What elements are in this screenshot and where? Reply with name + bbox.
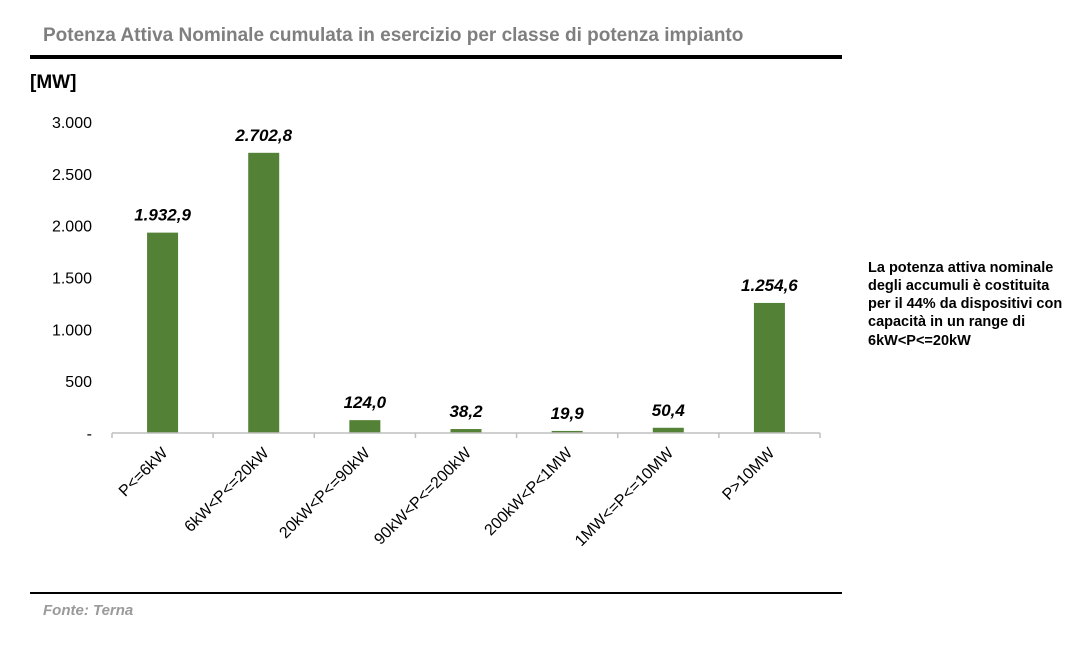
y-tick-label: 2.500 (52, 167, 92, 184)
x-axis-tick-marks (111, 433, 821, 438)
source-label: Fonte: Terna (43, 602, 134, 619)
side-note: La potenza attiva nominale degli accumul… (868, 260, 1063, 349)
y-tick-label: 1.500 (52, 271, 92, 288)
data-labels: 1.932,9 2.702,8 124,0 38,2 19,9 50,4 1.254,6 (134, 126, 798, 423)
y-axis-ticks: - 500 1.000 1.500 2.000 2.500 3.000 (52, 115, 92, 443)
bar (349, 420, 381, 433)
x-category-label: 20kW<P<=90kW (276, 444, 374, 542)
data-label: 38,2 (449, 402, 483, 421)
data-label: 50,4 (652, 401, 686, 420)
bars (147, 152, 785, 433)
bar (753, 302, 785, 433)
data-label: 1.254,6 (741, 276, 798, 295)
y-tick-label: 2.000 (52, 219, 92, 236)
bar (248, 152, 280, 433)
bar (147, 232, 179, 433)
bar-chart: - 500 1.000 1.500 2.000 2.500 3.000 1.932,9 2.7… (52, 115, 821, 550)
y-axis-unit-label: [MW] (30, 72, 77, 93)
x-category-label: 200kW<P<1MW (482, 444, 577, 539)
data-label: 19,9 (551, 404, 585, 423)
y-tick-label: - (87, 426, 92, 443)
y-tick-label: 1.000 (52, 322, 92, 339)
bar (450, 429, 482, 433)
data-label: 2.702,8 (234, 126, 292, 145)
x-category-label: 1MW<=P<=10MW (572, 444, 678, 550)
x-axis-category-labels: P<=6kW 6kW<P<=20kW 20kW<P<=90kW90kW<P<=200… (116, 444, 779, 550)
chart-title: Potenza Attiva Nominale cumulata in eser… (43, 25, 744, 46)
x-category-label: 90kW<P<=200kW (371, 444, 475, 548)
data-label: 1.932,9 (134, 206, 191, 225)
x-category-label: P<=6kW (116, 444, 172, 500)
bar (652, 427, 684, 433)
bar (551, 430, 583, 433)
x-category-label: P>10MW (719, 444, 778, 503)
y-tick-label: 3.000 (52, 115, 92, 132)
y-tick-label: 500 (65, 374, 92, 391)
data-label: 124,0 (344, 393, 387, 412)
top-rule (30, 55, 842, 59)
bottom-rule (30, 592, 842, 594)
x-category-label: 6kW<P<=20kW (182, 444, 274, 536)
